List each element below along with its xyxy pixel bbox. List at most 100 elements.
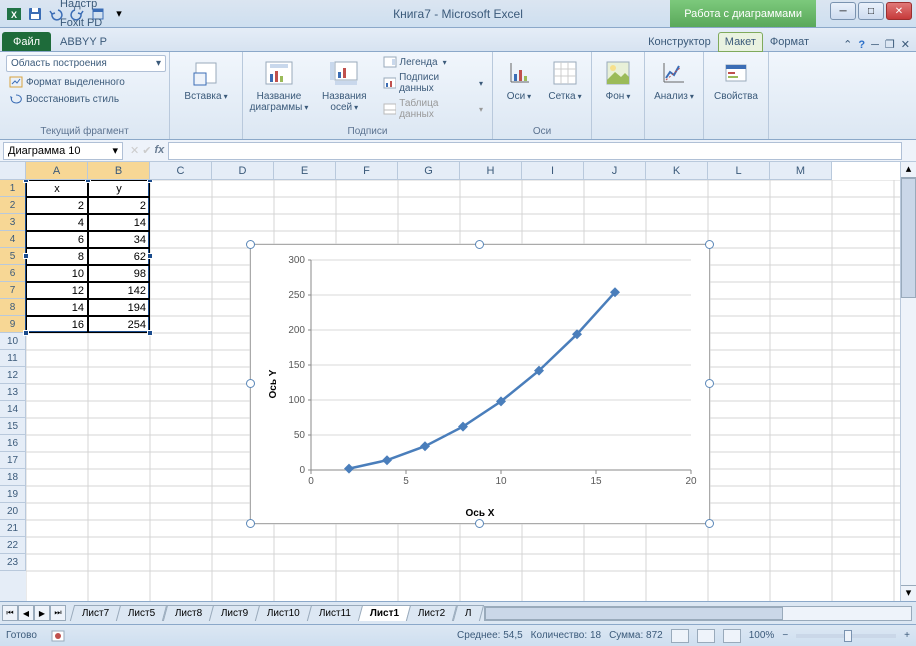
- selection-handle[interactable]: [147, 330, 153, 336]
- row-header[interactable]: 17: [0, 452, 26, 469]
- cancel-icon[interactable]: ✕: [130, 144, 139, 157]
- tab-Foxit PD[interactable]: Foxit PD: [53, 13, 114, 32]
- format-selection-button[interactable]: Формат выделенного: [6, 75, 128, 89]
- view-pagebreak-icon[interactable]: [723, 629, 741, 643]
- analysis-button[interactable]: Анализ: [651, 55, 697, 104]
- macro-record-icon[interactable]: [51, 630, 65, 642]
- chart-handle[interactable]: [475, 240, 484, 249]
- chart-object[interactable]: 05010015020025030005101520 Ось Y Ось X: [250, 244, 710, 524]
- row-header[interactable]: 21: [0, 520, 26, 537]
- background-button[interactable]: Фон: [598, 55, 638, 104]
- col-header[interactable]: M: [770, 162, 832, 179]
- tab-ctx-Формат[interactable]: Формат: [763, 32, 816, 51]
- row-header[interactable]: 19: [0, 486, 26, 503]
- sheet-nav-next[interactable]: ▶: [34, 605, 50, 621]
- cell[interactable]: 98: [88, 265, 150, 282]
- cell[interactable]: 142: [88, 282, 150, 299]
- excel-icon[interactable]: X: [4, 4, 24, 24]
- row-headers[interactable]: 1234567891011121314151617181920212223: [0, 180, 26, 601]
- sheet-tab[interactable]: Л: [452, 605, 483, 621]
- view-layout-icon[interactable]: [697, 629, 715, 643]
- row-header[interactable]: 20: [0, 503, 26, 520]
- row-header[interactable]: 22: [0, 537, 26, 554]
- sheet-tab[interactable]: Лист10: [255, 605, 312, 621]
- selection-handle[interactable]: [147, 253, 153, 259]
- insert-button[interactable]: Вставка: [176, 55, 236, 104]
- sheet-nav-prev[interactable]: ◀: [18, 605, 34, 621]
- sheet-tab[interactable]: Лист11: [307, 605, 363, 621]
- col-header[interactable]: A: [26, 162, 88, 179]
- row-header[interactable]: 6: [0, 265, 26, 282]
- select-all-corner[interactable]: [0, 162, 26, 180]
- data-labels-button[interactable]: Подписи данных: [380, 71, 486, 95]
- chart-title-button[interactable]: Название диаграммы: [249, 55, 309, 115]
- sheet-tab[interactable]: Лист8: [162, 605, 214, 621]
- sheet-nav-last[interactable]: ⏭: [50, 605, 66, 621]
- chart-handle[interactable]: [246, 519, 255, 528]
- row-header[interactable]: 12: [0, 367, 26, 384]
- chart-element-dropdown[interactable]: Область построения▾: [6, 55, 166, 72]
- sheet-tab[interactable]: Лист1: [358, 605, 411, 621]
- col-header[interactable]: E: [274, 162, 336, 179]
- row-header[interactable]: 14: [0, 401, 26, 418]
- col-header[interactable]: D: [212, 162, 274, 179]
- row-header[interactable]: 7: [0, 282, 26, 299]
- save-icon[interactable]: [25, 4, 45, 24]
- row-header[interactable]: 4: [0, 231, 26, 248]
- vertical-scrollbar[interactable]: ▴ ▾: [900, 162, 916, 601]
- cell[interactable]: x: [26, 180, 88, 197]
- selection-handle[interactable]: [23, 180, 29, 183]
- row-header[interactable]: 11: [0, 350, 26, 367]
- tab-file[interactable]: Файл: [2, 32, 51, 51]
- cell[interactable]: 6: [26, 231, 88, 248]
- sheet-tab[interactable]: Лист9: [209, 605, 261, 621]
- selection-handle[interactable]: [85, 180, 91, 183]
- enter-icon[interactable]: ✔: [142, 144, 151, 157]
- cell[interactable]: 254: [88, 316, 150, 333]
- cell[interactable]: 4: [26, 214, 88, 231]
- cell[interactable]: 12: [26, 282, 88, 299]
- row-header[interactable]: 18: [0, 469, 26, 486]
- axes-button[interactable]: Оси: [499, 55, 539, 104]
- cell[interactable]: 194: [88, 299, 150, 316]
- col-header[interactable]: H: [460, 162, 522, 179]
- minimize-ribbon-icon[interactable]: ⌃: [843, 38, 852, 51]
- tab-ABBYY P[interactable]: ABBYY P: [53, 32, 114, 51]
- cell[interactable]: 2: [88, 197, 150, 214]
- cell[interactable]: y: [88, 180, 150, 197]
- doc-close-icon[interactable]: ✕: [901, 38, 910, 51]
- properties-button[interactable]: Свойства: [710, 55, 762, 104]
- cell[interactable]: 16: [26, 316, 88, 333]
- zoom-out-icon[interactable]: −: [782, 630, 788, 641]
- chart-handle[interactable]: [475, 519, 484, 528]
- column-headers[interactable]: ABCDEFGHIJKLM: [26, 162, 832, 180]
- cell[interactable]: 14: [26, 299, 88, 316]
- row-header[interactable]: 8: [0, 299, 26, 316]
- doc-restore-icon[interactable]: ❐: [885, 38, 895, 51]
- close-button[interactable]: ✕: [886, 2, 912, 20]
- reset-style-button[interactable]: Восстановить стиль: [6, 92, 122, 106]
- tab-ctx-Конструктор[interactable]: Конструктор: [641, 32, 718, 51]
- cell[interactable]: 10: [26, 265, 88, 282]
- tab-Надстр[interactable]: Надстр: [53, 0, 114, 13]
- col-header[interactable]: K: [646, 162, 708, 179]
- axis-titles-button[interactable]: Названия осей: [315, 55, 374, 115]
- chart-handle[interactable]: [246, 379, 255, 388]
- row-header[interactable]: 23: [0, 554, 26, 571]
- tab-ctx-Макет[interactable]: Макет: [718, 32, 763, 52]
- row-header[interactable]: 13: [0, 384, 26, 401]
- maximize-button[interactable]: □: [858, 2, 884, 20]
- row-header[interactable]: 16: [0, 435, 26, 452]
- name-box[interactable]: Диаграмма 10▾: [3, 142, 123, 160]
- sheet-tab[interactable]: Лист7: [70, 605, 122, 621]
- minimize-button[interactable]: ─: [830, 2, 856, 20]
- col-header[interactable]: J: [584, 162, 646, 179]
- col-header[interactable]: L: [708, 162, 770, 179]
- col-header[interactable]: B: [88, 162, 150, 179]
- cell[interactable]: 62: [88, 248, 150, 265]
- cell[interactable]: 14: [88, 214, 150, 231]
- col-header[interactable]: I: [522, 162, 584, 179]
- selection-handle[interactable]: [23, 330, 29, 336]
- chart-handle[interactable]: [246, 240, 255, 249]
- row-header[interactable]: 2: [0, 197, 26, 214]
